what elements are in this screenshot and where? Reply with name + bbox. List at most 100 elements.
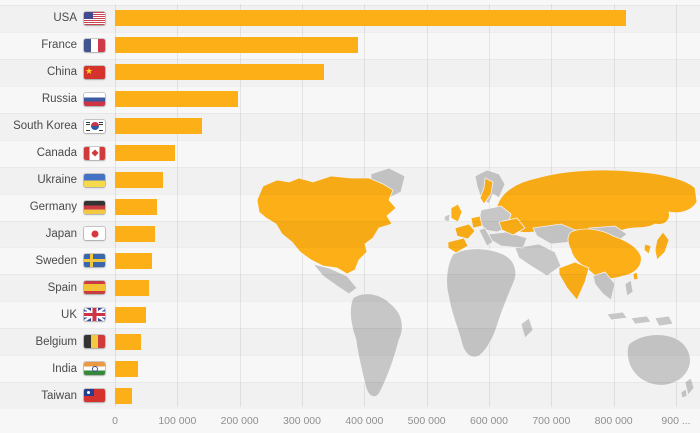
row-header: Spain [0, 281, 112, 295]
x-tick-label: 500 000 [407, 415, 446, 427]
map-region-middle-east[interactable] [514, 243, 562, 277]
row-header: India [0, 362, 112, 376]
flag-ua-icon [84, 173, 105, 187]
country-label: France [41, 39, 77, 52]
map-region-uk[interactable] [450, 203, 463, 223]
x-tick-label: 0 [112, 415, 118, 427]
row-header: Belgium [0, 335, 112, 349]
map-region-ireland[interactable] [443, 213, 451, 223]
value-bar[interactable] [115, 118, 203, 135]
value-bar[interactable] [115, 252, 153, 269]
row-header: Japan [0, 227, 112, 241]
x-tick-label: 200 000 [220, 415, 259, 427]
map-region-madagascar[interactable] [520, 317, 534, 339]
country-label: South Korea [13, 120, 77, 133]
map-region-new-zealand[interactable] [680, 388, 688, 399]
country-label: India [52, 362, 77, 375]
row-header: USA [0, 11, 112, 25]
chart-row: Japan [0, 221, 700, 248]
value-bar[interactable] [115, 360, 139, 377]
chart-row: UK [0, 301, 700, 328]
flag-fr-icon [84, 38, 105, 52]
flag-de-icon [84, 200, 105, 214]
row-header: Canada [0, 146, 112, 160]
gridline [426, 4, 428, 407]
bar-track [115, 279, 676, 296]
flag-uk-icon [84, 308, 105, 322]
value-bar[interactable] [115, 10, 627, 27]
bar-track [115, 333, 676, 350]
map-region-ukraine[interactable] [498, 217, 526, 236]
map-region-india[interactable] [558, 261, 590, 301]
flag-tw-icon [84, 389, 105, 403]
value-bar[interactable] [115, 387, 132, 404]
flag-cn-icon [84, 65, 105, 79]
flag-ru-icon [84, 92, 105, 106]
map-region-mexico[interactable] [311, 263, 358, 295]
value-bar[interactable] [115, 172, 163, 189]
bar-track [115, 91, 676, 108]
chart-row: Russia [0, 86, 700, 113]
world-map [256, 168, 697, 399]
chart-row: China [0, 59, 700, 86]
map-region-italy[interactable] [478, 227, 494, 247]
map-region-africa[interactable] [446, 248, 517, 358]
value-bar[interactable] [115, 306, 146, 323]
country-label: Spain [47, 281, 77, 294]
value-bar[interactable] [115, 64, 324, 81]
map-region-taiwan[interactable] [632, 271, 639, 281]
value-bar[interactable] [115, 279, 149, 296]
x-tick-label: 600 000 [470, 415, 508, 427]
map-region-france[interactable] [454, 223, 476, 240]
map-region-north-america[interactable] [256, 175, 397, 275]
gridline [489, 4, 490, 407]
map-region-sweden[interactable] [479, 177, 494, 205]
chart-row: Sweden [0, 247, 700, 274]
value-bar[interactable] [115, 37, 359, 54]
map-region-spain[interactable] [447, 237, 469, 254]
bar-track [115, 37, 676, 54]
map-region-japan[interactable] [654, 231, 670, 261]
country-label: USA [53, 12, 77, 25]
value-bar[interactable] [115, 225, 155, 242]
country-label: Canada [36, 147, 77, 160]
bar-track [115, 252, 676, 269]
x-tick-label: 300 000 [283, 415, 321, 427]
map-region-philippines[interactable] [624, 279, 634, 297]
chart-row: Germany [0, 194, 700, 221]
flag-kr-icon [84, 119, 105, 133]
row-header: South Korea [0, 119, 112, 133]
chart-row: Canada [0, 140, 700, 167]
value-bar[interactable] [115, 91, 238, 108]
value-bar[interactable] [115, 333, 141, 350]
chart-row: Spain [0, 274, 700, 301]
map-region-china[interactable] [567, 228, 642, 280]
value-bar[interactable] [115, 199, 158, 216]
row-header: Germany [0, 200, 112, 214]
flag-se-icon [84, 254, 105, 268]
value-bar[interactable] [115, 145, 175, 162]
map-region-se-asia[interactable] [592, 271, 616, 301]
map-region-indonesia[interactable] [654, 315, 674, 327]
row-header: France [0, 38, 112, 52]
map-region-south-korea[interactable] [643, 243, 652, 255]
chart-row: France [0, 32, 700, 59]
flag-es-icon [84, 281, 105, 295]
map-region-germany[interactable] [470, 215, 483, 229]
chart-row: South Korea [0, 113, 700, 140]
map-region-australia[interactable] [626, 334, 691, 386]
map-region-south-america[interactable] [350, 293, 403, 397]
map-region-indonesia[interactable] [606, 311, 628, 321]
bar-track [115, 145, 676, 162]
row-header: Taiwan [0, 389, 112, 403]
chart-row: Ukraine [0, 167, 700, 194]
flag-in-icon [84, 362, 105, 376]
chart-row: Taiwan [0, 382, 700, 409]
row-header: Russia [0, 92, 112, 106]
map-region-russia[interactable] [495, 169, 697, 233]
map-region-indonesia[interactable] [630, 315, 652, 325]
row-header: China [0, 65, 112, 79]
map-region-new-zealand[interactable] [684, 377, 695, 396]
flag-jp-icon [84, 227, 105, 241]
